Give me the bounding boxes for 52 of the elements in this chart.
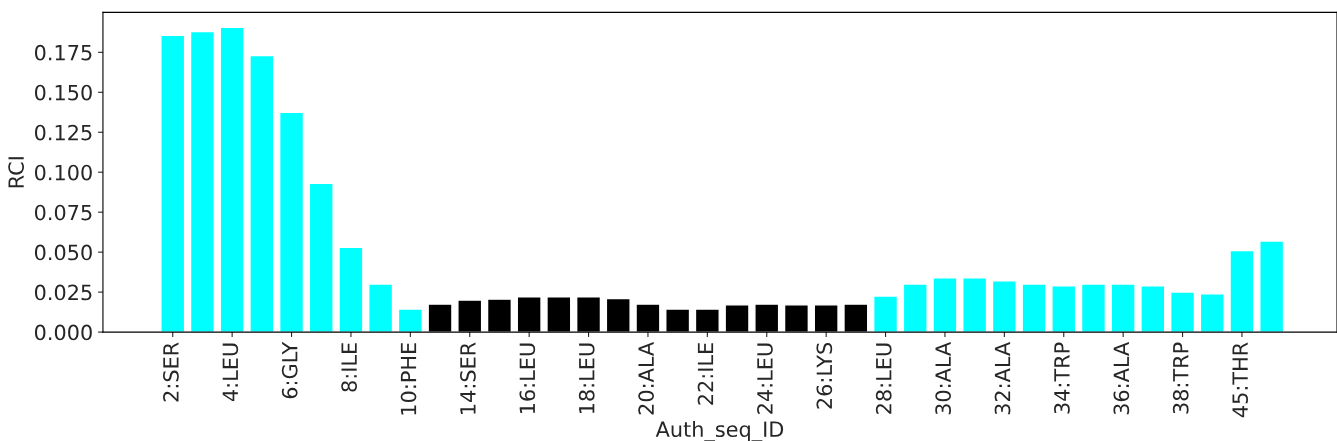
x-tick-label: 16:LEU [519, 343, 536, 414]
x-tick-label: 8:ILE [341, 343, 357, 392]
x-tick-label: 2:SER [163, 342, 179, 402]
y-tick-label: 0.175 [34, 44, 92, 61]
bar [1259, 240, 1285, 333]
bar [308, 182, 334, 333]
bar [1199, 293, 1225, 333]
y-axis-title: RCI [8, 157, 24, 188]
bar [1229, 249, 1255, 333]
bar [219, 26, 245, 333]
bar [902, 283, 928, 333]
y-tick-label: 0.000 [34, 324, 92, 341]
x-tick-label: 36:ALA [1113, 341, 1130, 415]
bar [932, 277, 958, 333]
x-tick-label: 14:SER [460, 342, 476, 414]
bar [1169, 291, 1196, 333]
x-tick-label: 45:THR [1232, 342, 1248, 418]
y-tick-label: 0.125 [34, 124, 92, 141]
x-tick-label: 32:ALA [994, 341, 1011, 415]
bar [278, 111, 305, 333]
bar [189, 30, 216, 333]
bar [872, 295, 899, 333]
x-tick-label: 26:LYS [816, 342, 833, 409]
x-tick-label: 28:LEU [875, 343, 892, 414]
x-tick-label: 38:TRP [1172, 342, 1189, 414]
x-tick-label: 20:ALA [638, 341, 654, 415]
bar [249, 54, 275, 333]
bar [1080, 283, 1107, 333]
x-tick-label: 4:LEU [222, 343, 239, 402]
x-tick-label: 24:LEU [757, 343, 773, 414]
bar [962, 277, 988, 333]
y-tick-label: 0.150 [34, 84, 92, 101]
y-tick-label: 0.050 [34, 244, 92, 261]
x-tick-label: 22:ILE [697, 343, 714, 405]
bar [160, 34, 186, 333]
y-tick-label: 0.075 [34, 204, 92, 221]
bar [1140, 285, 1166, 333]
bar [991, 280, 1017, 333]
x-tick-label: 18:LEU [578, 343, 595, 414]
x-tick-label: 30:ALA [935, 341, 951, 415]
x-axis-title: Auth_seq_ID [655, 420, 784, 441]
bar [1021, 283, 1047, 333]
x-tick-label: 6:GLY [281, 341, 298, 399]
y-tick-label: 0.025 [34, 284, 92, 301]
y-tick-label: 0.100 [34, 164, 92, 181]
bar [1051, 285, 1077, 333]
x-tick-label: 34:TRP [1054, 342, 1070, 414]
bar [368, 283, 394, 333]
x-tick-label: 10:PHE [400, 343, 417, 415]
bar [1110, 283, 1136, 333]
bar [397, 308, 423, 333]
bar [338, 246, 364, 333]
